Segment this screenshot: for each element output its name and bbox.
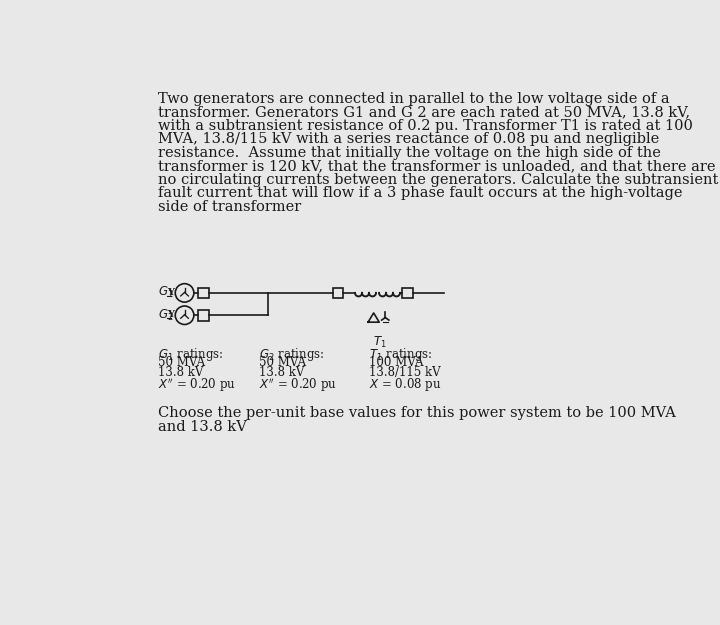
Text: transformer is 120 kV, that the transformer is unloaded, and that there are: transformer is 120 kV, that the transfor… (158, 159, 716, 173)
Text: 13.8 kV: 13.8 kV (259, 366, 305, 379)
Text: with a subtransient resistance of 0.2 pu. Transformer T1 is rated at 100: with a subtransient resistance of 0.2 pu… (158, 119, 693, 133)
Text: fault current that will flow if a 3 phase fault occurs at the high-voltage: fault current that will flow if a 3 phas… (158, 186, 683, 200)
Text: Two generators are connected in parallel to the low voltage side of a: Two generators are connected in parallel… (158, 92, 670, 106)
Bar (198, 310, 209, 321)
Text: transformer. Generators G1 and G 2 are each rated at 50 MVA, 13.8 kV,: transformer. Generators G1 and G 2 are e… (158, 106, 690, 119)
Text: $X''$ = 0.20 pu: $X''$ = 0.20 pu (158, 376, 236, 394)
Text: Y: Y (167, 288, 174, 297)
Bar (333, 288, 343, 298)
Text: side of transformer: side of transformer (158, 200, 302, 214)
Text: 13.8/115 kV: 13.8/115 kV (369, 366, 441, 379)
Text: 100 MVA: 100 MVA (369, 356, 423, 369)
Text: $G_2$: $G_2$ (158, 308, 174, 322)
Text: $T_1$ ratings:: $T_1$ ratings: (369, 346, 433, 363)
Bar (402, 288, 413, 298)
Text: no circulating currents between the generators. Calculate the subtransient: no circulating currents between the gene… (158, 173, 719, 187)
Text: $X$ = 0.08 pu: $X$ = 0.08 pu (369, 376, 441, 393)
Text: 13.8 kV: 13.8 kV (158, 366, 204, 379)
Text: Y: Y (167, 310, 174, 319)
Text: $X''$ = 0.20 pu: $X''$ = 0.20 pu (259, 376, 337, 394)
Bar (198, 288, 209, 298)
Text: Choose the per-unit base values for this power system to be 100 MVA: Choose the per-unit base values for this… (158, 406, 676, 420)
Text: $G_1$: $G_1$ (158, 286, 174, 301)
Text: $G_1$ ratings:: $G_1$ ratings: (158, 346, 224, 363)
Text: 50 MVA: 50 MVA (259, 356, 306, 369)
Text: and 13.8 kV: and 13.8 kV (158, 420, 247, 434)
Text: $T_1$: $T_1$ (373, 334, 387, 349)
Text: resistance.  Assume that initially the voltage on the high side of the: resistance. Assume that initially the vo… (158, 146, 661, 160)
Text: $G_2$ ratings:: $G_2$ ratings: (259, 346, 324, 363)
Text: MVA, 13.8/115 kV with a series reactance of 0.08 pu and negligible: MVA, 13.8/115 kV with a series reactance… (158, 132, 660, 146)
Text: 50 MVA: 50 MVA (158, 356, 205, 369)
